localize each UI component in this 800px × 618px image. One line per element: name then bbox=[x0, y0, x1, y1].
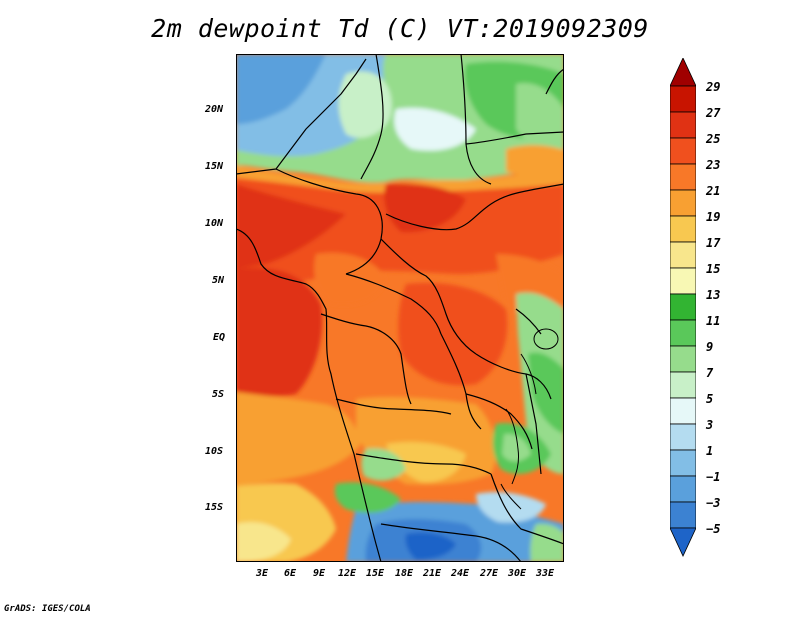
map-title: 2m dewpoint Td (C) VT:2019092309 bbox=[151, 14, 649, 43]
colorbar-swatch bbox=[670, 163, 696, 191]
lon-label-30e: 30E bbox=[508, 568, 527, 579]
colorbar-swatch bbox=[670, 241, 696, 269]
lon-label-9e: 9E bbox=[313, 568, 326, 579]
colorbar-bottom-arrow bbox=[670, 527, 696, 557]
lat-label-5s: 5S bbox=[212, 389, 225, 400]
lat-label-20n: 20N bbox=[205, 104, 224, 115]
colorbar-swatch bbox=[670, 137, 696, 165]
colorbar-swatch bbox=[670, 111, 696, 139]
colorbar-swatch bbox=[670, 423, 696, 451]
lat-label-15n: 15N bbox=[205, 161, 224, 172]
lon-label-15e: 15E bbox=[366, 568, 385, 579]
colorbar-label-25: 25 bbox=[706, 132, 721, 146]
colorbar-label-3: 3 bbox=[706, 418, 714, 432]
colorbar-label-17: 17 bbox=[706, 236, 721, 250]
colorbar-label-neg1: −1 bbox=[706, 470, 721, 484]
lon-label-18e: 18E bbox=[395, 568, 414, 579]
colorbar bbox=[670, 58, 696, 557]
colorbar-swatch bbox=[670, 189, 696, 217]
colorbar-label-1: 1 bbox=[706, 444, 714, 458]
colorbar-label-neg3: −3 bbox=[706, 496, 721, 510]
dewpoint-field bbox=[236, 54, 564, 562]
colorbar-swatch bbox=[670, 215, 696, 243]
lon-label-3e: 3E bbox=[256, 568, 269, 579]
colorbar-swatch bbox=[670, 267, 696, 295]
lon-label-21e: 21E bbox=[423, 568, 442, 579]
lon-label-24e: 24E bbox=[451, 568, 470, 579]
lat-label-10n: 10N bbox=[205, 218, 224, 229]
colorbar-label-21: 21 bbox=[706, 184, 721, 198]
lat-label-15s: 15S bbox=[205, 502, 224, 513]
colorbar-label-9: 9 bbox=[706, 340, 714, 354]
dewpoint-map bbox=[236, 54, 564, 562]
lat-label-eq: EQ bbox=[213, 332, 226, 343]
colorbar-label-29: 29 bbox=[706, 80, 721, 94]
grads-credit: GrADS: IGES/COLA bbox=[4, 604, 91, 614]
colorbar-label-7: 7 bbox=[706, 366, 714, 380]
colorbar-label-11: 11 bbox=[706, 314, 721, 328]
colorbar-swatch bbox=[670, 345, 696, 373]
colorbar-swatch bbox=[670, 449, 696, 477]
lon-label-27e: 27E bbox=[480, 568, 499, 579]
colorbar-swatch bbox=[670, 319, 696, 347]
colorbar-swatch bbox=[670, 475, 696, 503]
colorbar-label-23: 23 bbox=[706, 158, 721, 172]
colorbar-swatch bbox=[670, 371, 696, 399]
colorbar-swatch bbox=[670, 397, 696, 425]
colorbar-label-15: 15 bbox=[706, 262, 721, 276]
lon-label-12e: 12E bbox=[338, 568, 357, 579]
colorbar-top-arrow bbox=[670, 58, 696, 87]
lon-label-6e: 6E bbox=[284, 568, 297, 579]
colorbar-swatch bbox=[670, 501, 696, 529]
colorbar-label-neg5: −5 bbox=[706, 522, 721, 536]
lat-label-10s: 10S bbox=[205, 446, 224, 457]
colorbar-label-13: 13 bbox=[706, 288, 721, 302]
colorbar-swatch bbox=[670, 293, 696, 321]
lat-label-5n: 5N bbox=[212, 275, 225, 286]
colorbar-label-5: 5 bbox=[706, 392, 714, 406]
colorbar-swatch bbox=[670, 85, 696, 113]
colorbar-label-19: 19 bbox=[706, 210, 721, 224]
colorbar-label-27: 27 bbox=[706, 106, 721, 120]
lon-label-33e: 33E bbox=[536, 568, 555, 579]
